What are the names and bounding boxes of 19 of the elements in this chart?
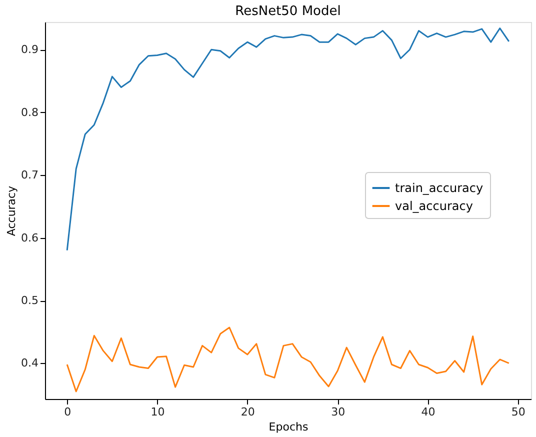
x-axis-title: Epochs xyxy=(268,420,308,434)
y-axis-title: Accuracy xyxy=(5,185,18,236)
x-tick-label: 30 xyxy=(331,406,346,418)
legend-label: val_accuracy xyxy=(395,199,473,213)
y-tick-label: 0.9 xyxy=(21,43,38,56)
y-tick-label: 0.5 xyxy=(21,294,38,308)
y-tick-label: 0.6 xyxy=(21,231,38,244)
x-tick-label: 0 xyxy=(64,406,72,418)
x-tick-label: 50 xyxy=(511,406,526,418)
x-tick-label: 20 xyxy=(240,406,255,418)
legend-label: train_accuracy xyxy=(395,181,484,195)
x-tick-label: 40 xyxy=(421,406,436,418)
chart-title: ResNet50 Model xyxy=(235,4,341,19)
y-tick-label: 0.4 xyxy=(21,356,38,370)
y-tick-label: 0.8 xyxy=(21,106,38,119)
x-tick-label: 10 xyxy=(150,406,165,418)
y-tick-label: 0.7 xyxy=(21,168,38,182)
line-series xyxy=(66,28,510,252)
line-series xyxy=(66,326,510,392)
